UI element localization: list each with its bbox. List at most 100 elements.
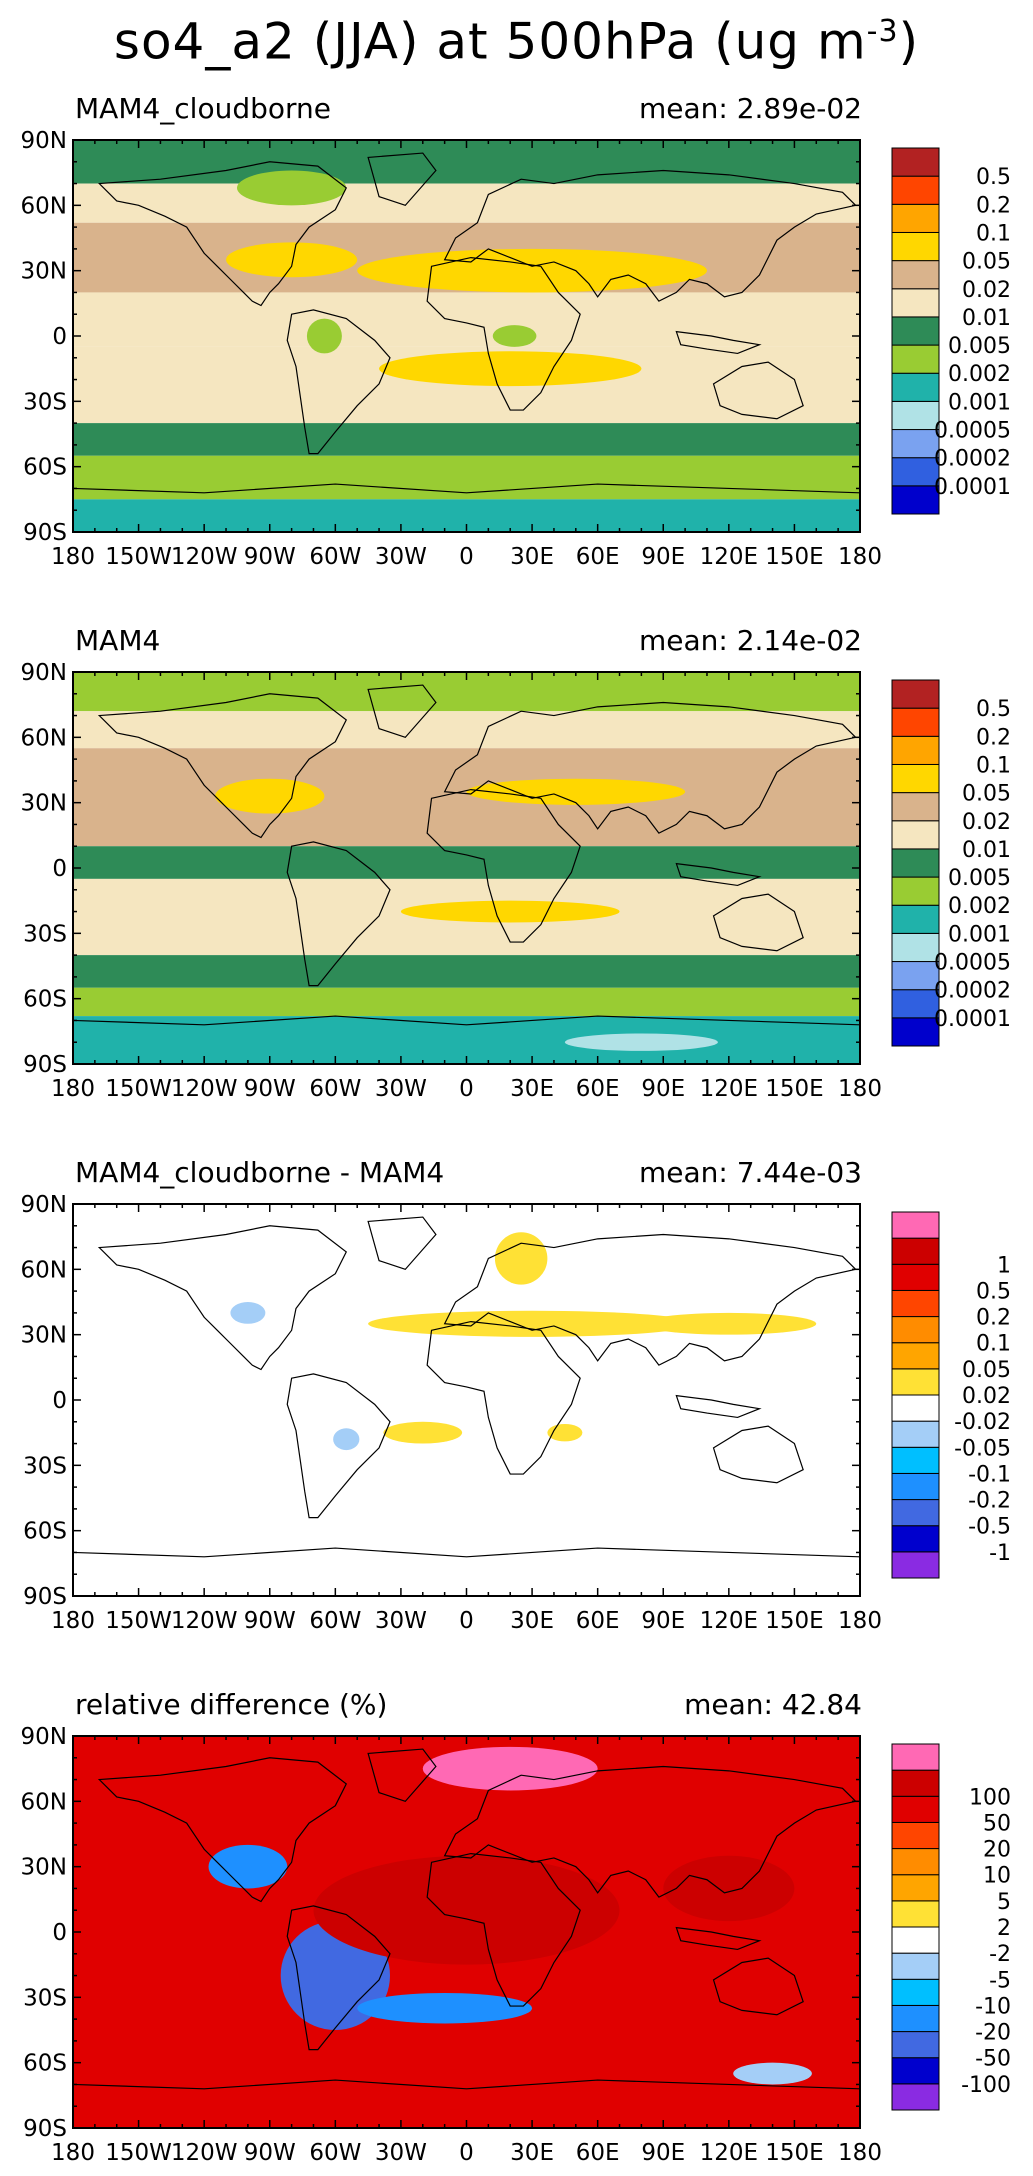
field-layer <box>73 672 860 1064</box>
y-tick-label: 90S <box>23 1052 67 1078</box>
x-tick-label: 120E <box>700 2140 758 2166</box>
x-tick-label: 60E <box>576 544 620 570</box>
x-tick-label: 30W <box>375 544 427 570</box>
x-tick-label: 120W <box>171 2140 238 2166</box>
x-tick-label: 0 <box>459 544 474 570</box>
color-bar-label: 0.002 <box>948 894 1011 919</box>
color-bar-label: -1 <box>989 1541 1011 1566</box>
color-bar-label: 100 <box>969 1785 1011 1810</box>
x-tick-label: 60W <box>309 544 361 570</box>
x-tick-label: 60W <box>309 1608 361 1634</box>
color-bar-label: 0.5 <box>976 697 1011 722</box>
color-bar-label: 0.005 <box>948 866 1011 891</box>
color-bar-swatch <box>891 1368 940 1396</box>
field-zone <box>73 455 860 500</box>
x-tick-label: 150W <box>105 1076 172 1102</box>
x-tick-label: 30E <box>510 544 554 570</box>
field-contour <box>492 325 537 347</box>
color-bar-label: -0.05 <box>954 1436 1011 1461</box>
figure-title: so4_a2 (JJA) at 500hPa (ug m-3) <box>0 0 1033 74</box>
map-panel-cloudborne: MAM4_cloudborne mean: 2.89e-02 180 150W12… <box>21 92 1011 570</box>
color-bar-label: 0.0005 <box>934 951 1011 976</box>
color-bar-swatch <box>891 876 940 906</box>
y-tick-label: 90S <box>23 2116 67 2142</box>
field-contour <box>313 1855 620 1965</box>
x-tick-label: 90E <box>641 544 685 570</box>
field-contour <box>208 1844 288 1889</box>
color-bar-label: 0.02 <box>962 278 1011 303</box>
y-tick-label: 60N <box>21 725 67 751</box>
x-tick-label: 120W <box>171 1076 238 1102</box>
color-bar-swatch <box>891 1472 940 1501</box>
x-tick-label: 180 <box>838 544 882 570</box>
field-contour <box>494 1232 548 1285</box>
field-contour <box>236 170 347 206</box>
x-tick-label: 60W <box>309 2140 361 2166</box>
color-bar-swatch <box>891 1795 940 1823</box>
color-bar-swatch <box>891 1211 940 1239</box>
field-zone <box>73 423 860 456</box>
x-tick-label: 120E <box>700 544 758 570</box>
color-bar-label: -0.02 <box>954 1410 1011 1435</box>
x-tick-label: 60W <box>309 1076 361 1102</box>
color-bar-swatch <box>891 1017 940 1047</box>
x-tick-label: 150E <box>765 1076 823 1102</box>
color-bar-swatch <box>891 429 940 459</box>
y-tick-label: 30S <box>23 921 67 947</box>
color-bar-swatch <box>891 288 940 318</box>
color-bar-swatch <box>891 1289 940 1318</box>
color-bar-label: 0.01 <box>962 306 1011 331</box>
field-contour <box>306 318 342 354</box>
y-tick-label: 30N <box>21 259 67 285</box>
panel-mean: mean: 7.44e-03 <box>639 1156 862 1189</box>
color-bar-swatch <box>891 2031 940 2059</box>
color-bar-swatch <box>891 344 940 374</box>
color-bar-label: -0.5 <box>968 1515 1011 1540</box>
x-tick-label: 120E <box>700 1076 758 1102</box>
panel-mean: mean: 2.89e-02 <box>639 92 862 125</box>
color-bar-label: 0.1 <box>976 753 1011 778</box>
x-tick-label: 150W <box>105 2140 172 2166</box>
field-contour <box>733 2062 812 2085</box>
y-tick-label: 90S <box>23 520 67 546</box>
color-bar-swatch <box>891 1394 940 1422</box>
y-tick-label: 90N <box>21 128 67 154</box>
color-bar-label: -50 <box>975 2047 1011 2072</box>
color-bar-swatch <box>891 1952 940 1980</box>
color-bar: -1-0.5-0.2-0.1-0.05-0.020.020.050.10.20.… <box>891 1211 1011 1579</box>
color-bar-swatch <box>891 175 940 205</box>
field-contour <box>357 1992 533 2024</box>
color-bar-label: 0.0002 <box>934 447 1011 472</box>
field-zone <box>73 846 860 879</box>
color-bar-swatch <box>891 316 940 346</box>
color-bar-swatch <box>891 1420 940 1448</box>
color-bar-label: 0.002 <box>948 362 1011 387</box>
y-tick-label: 60N <box>21 1789 67 1815</box>
color-bar-swatch <box>891 848 940 878</box>
map-panel-relative-difference: relative difference (%) mean: 42.84 180 1… <box>21 1688 1011 2166</box>
x-tick-label: 150E <box>765 544 823 570</box>
color-bar-label: 0.001 <box>948 390 1011 415</box>
color-bar-label: -0.1 <box>968 1462 1011 1487</box>
field-zone <box>73 711 860 749</box>
color-bar-swatch <box>891 1900 940 1928</box>
color-bar-swatch <box>891 1446 940 1474</box>
field-zone <box>73 292 860 347</box>
color-bar-label: 5 <box>997 1890 1011 1915</box>
x-tick-label: 180 <box>838 1608 882 1634</box>
x-tick-label: 90E <box>641 1076 685 1102</box>
color-bar-label: 20 <box>983 1838 1011 1863</box>
color-bar-swatch <box>891 1316 940 1344</box>
x-tick-label: 90W <box>244 544 296 570</box>
x-tick-label: 0 <box>459 1076 474 1102</box>
color-bar-swatch <box>891 457 940 487</box>
field-contour <box>379 351 642 387</box>
y-tick-label: 60S <box>23 2051 67 2077</box>
color-bar-swatch <box>891 904 940 934</box>
y-tick-label: 60S <box>23 987 67 1013</box>
x-tick-label: 0 <box>459 1608 474 1634</box>
color-bar-swatch <box>891 2083 940 2111</box>
field-contour <box>422 1746 598 1791</box>
